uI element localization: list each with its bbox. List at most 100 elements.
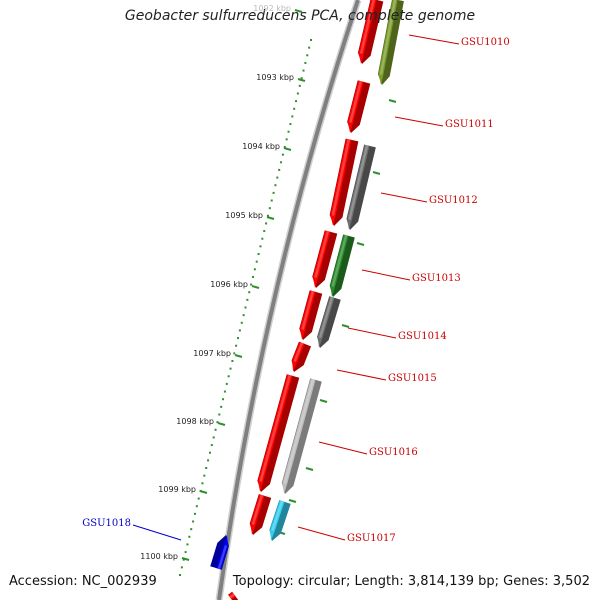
gene-label[interactable]: GSU1014 — [398, 331, 447, 342]
ruler-dot — [295, 100, 298, 103]
ruler-dot — [255, 260, 258, 263]
scale-tick — [234, 354, 243, 358]
accent-tick — [319, 399, 328, 403]
gene-arrow-highlight — [379, 0, 397, 75]
ruler-dot — [287, 130, 290, 133]
ruler-dot — [229, 367, 232, 370]
ruler-dot — [180, 566, 183, 569]
ruler-dot — [188, 535, 191, 538]
gene-label[interactable]: GSU1011 — [445, 119, 494, 130]
cds-segment-highlight — [229, 593, 235, 599]
ruler-dot — [207, 459, 210, 462]
cds-segment — [357, 0, 384, 64]
cds-segment-highlight — [301, 290, 315, 330]
gene-label[interactable]: GSU1015 — [388, 373, 437, 384]
cds-segment-side — [291, 341, 312, 372]
ruler-dot — [227, 375, 230, 378]
ruler-dot — [251, 275, 254, 278]
ruler-dot — [289, 123, 292, 126]
ruler-dot — [218, 413, 221, 416]
cds-segment-highlight — [293, 342, 304, 362]
ruler-dot — [246, 298, 249, 301]
ruler-dot — [270, 199, 273, 202]
ruler-dot — [195, 505, 198, 508]
ruler-dot — [184, 551, 187, 554]
cds-segment — [347, 80, 371, 133]
ruler-dot — [220, 405, 223, 408]
gene-leader-line — [132, 524, 182, 541]
cds-segment-highlight — [251, 494, 264, 525]
scale-tick — [199, 490, 208, 494]
accent-tick — [356, 242, 365, 246]
ruler-dot — [240, 321, 243, 324]
gene-leader-line — [336, 369, 387, 381]
cds-segment — [312, 230, 338, 288]
gene-label[interactable]: GSU1010 — [461, 37, 510, 48]
cds-segment-highlight — [259, 374, 292, 482]
ruler-dot — [237, 337, 240, 340]
ruler-dot — [283, 146, 286, 148]
accent-tick — [341, 324, 350, 328]
gene-label[interactable]: GSU1016 — [369, 447, 418, 458]
scale-tick — [283, 147, 292, 151]
ruler-dot — [302, 69, 305, 72]
cds-segment-highlight — [331, 139, 351, 216]
scale-tick — [217, 422, 226, 426]
ruler-dot — [233, 352, 236, 355]
ruler-dot — [278, 168, 281, 171]
ruler-dot — [253, 268, 256, 271]
gene-label[interactable]: GSU1012 — [429, 195, 478, 206]
gene-leader-line — [380, 192, 428, 203]
scale-tick — [181, 557, 190, 561]
scale-label: 1093 kbp — [256, 73, 294, 82]
ruler-dot — [210, 444, 213, 447]
accent-tick — [388, 99, 397, 103]
gene-arrow — [329, 234, 355, 297]
ruler-dot — [208, 451, 211, 454]
cds-segment — [329, 138, 359, 226]
cds-segment — [291, 341, 312, 372]
ruler-dot — [291, 115, 294, 118]
accent-tick — [372, 171, 381, 175]
backbone-line — [217, 0, 360, 601]
gene-arrow-highlight — [271, 500, 284, 531]
accent-tick — [288, 499, 297, 503]
gene-arrow-highlight — [318, 296, 334, 338]
scale-label: 1096 kbp — [210, 280, 248, 289]
ruler-dot — [190, 528, 193, 531]
ruler-dot — [274, 184, 277, 187]
accent-tick — [305, 467, 314, 471]
ruler-dot — [300, 77, 303, 80]
ruler-dot — [212, 436, 215, 439]
gene-arrow — [377, 0, 404, 85]
ruler-dot — [263, 230, 266, 233]
gene-arrow — [210, 535, 229, 570]
ruler-dot — [192, 520, 195, 523]
cds-segment-highlight — [359, 0, 375, 54]
gene-label[interactable]: GSU1017 — [347, 533, 396, 544]
scale-label: 1092 kbp — [253, 4, 291, 13]
cds-segment — [228, 591, 240, 605]
ruler-dot — [257, 253, 260, 255]
map-title: Geobacter sulfurreducens PCA, complete g… — [124, 8, 476, 24]
ruler-dot — [231, 360, 234, 362]
gene-label[interactable]: GSU1013 — [412, 273, 461, 284]
gene-label[interactable]: GSU1018 — [82, 518, 131, 529]
ruler-dot — [223, 390, 226, 393]
ruler-dot — [298, 84, 301, 87]
ruler-dot — [250, 283, 253, 286]
gene-leader-line — [347, 327, 397, 339]
ruler-dot — [276, 176, 279, 179]
scale-tick — [266, 216, 275, 220]
cds-segment — [257, 374, 300, 492]
ruler-dot — [310, 39, 312, 41]
scale-tick — [294, 9, 303, 13]
ruler-dot — [285, 138, 288, 141]
gene-leader-line — [318, 441, 368, 455]
scale-label: 1095 kbp — [225, 211, 263, 220]
ruler-dot — [259, 245, 262, 248]
ruler-dot — [266, 214, 269, 217]
gene-arrow-face — [270, 500, 285, 541]
